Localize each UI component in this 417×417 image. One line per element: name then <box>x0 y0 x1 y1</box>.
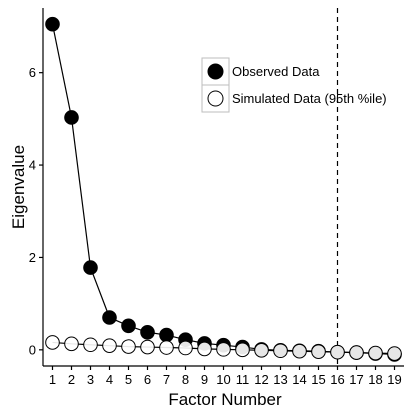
simulated-point-11 <box>235 342 250 358</box>
observed-point-1 <box>45 16 60 32</box>
y-tick-label: 2 <box>29 250 36 265</box>
x-tick-label: 8 <box>182 372 189 387</box>
simulated-point-7 <box>159 340 174 355</box>
x-tick-label: 7 <box>163 372 170 387</box>
simulated-point-9 <box>197 341 212 357</box>
y-tick-label: 4 <box>29 158 36 173</box>
simulated-point-6 <box>140 339 155 355</box>
observed-point-7 <box>159 327 174 343</box>
legend-label-simulated: Simulated Data (95th %ile) <box>232 91 387 106</box>
observed-point-6 <box>140 324 155 340</box>
x-tick-label: 9 <box>201 372 208 387</box>
x-tick-label: 19 <box>387 372 401 387</box>
x-tick-label: 14 <box>292 372 306 387</box>
legend-label-observed: Observed Data <box>232 64 320 79</box>
legend: Observed Data Simulated Data (95th %ile) <box>201 57 387 113</box>
plot-area <box>45 8 402 366</box>
x-axis-title: Factor Number <box>168 390 282 409</box>
x-tick-label: 1 <box>49 372 56 387</box>
x-tick-label: 16 <box>330 372 344 387</box>
simulated-point-19 <box>387 346 402 361</box>
y-tick-label: 0 <box>29 342 36 357</box>
x-tick-label: 15 <box>311 372 325 387</box>
y-axis-title: Eigenvalue <box>9 145 28 229</box>
simulated-point-5 <box>121 339 136 354</box>
simulated-point-4 <box>102 338 117 353</box>
observed-point-2 <box>64 110 79 125</box>
simulated-point-14 <box>292 343 307 359</box>
simulated-point-1 <box>45 335 60 350</box>
x-tick-label: 3 <box>87 372 94 387</box>
legend-key-observed-marker <box>207 63 224 80</box>
x-tick-label: 18 <box>368 372 382 387</box>
observed-point-4 <box>102 310 117 325</box>
observed-point-5 <box>121 318 136 334</box>
x-tick-label: 6 <box>144 372 151 387</box>
simulated-point-2 <box>64 336 79 352</box>
x-tick-label: 10 <box>216 372 230 387</box>
y-tick-label: 6 <box>29 65 36 80</box>
simulated-point-13 <box>273 343 288 359</box>
x-tick-label: 13 <box>273 372 287 387</box>
legend-key-simulated-marker <box>207 90 224 107</box>
simulated-point-15 <box>311 344 326 359</box>
x-tick-label: 2 <box>68 372 75 387</box>
x-tick-label: 4 <box>106 372 113 387</box>
simulated-point-8 <box>178 340 193 356</box>
simulated-point-3 <box>83 337 98 353</box>
observed-point-3 <box>83 260 98 275</box>
simulated-point-18 <box>368 345 383 361</box>
simulated-point-17 <box>349 345 364 360</box>
x-tick-label: 12 <box>254 372 268 387</box>
x-tick-label: 17 <box>349 372 363 387</box>
simulated-point-12 <box>254 342 269 358</box>
simulated-point-10 <box>216 342 231 357</box>
x-tick-label: 11 <box>236 372 250 387</box>
simulated-point-16 <box>330 344 345 360</box>
x-tick-label: 5 <box>125 372 132 387</box>
